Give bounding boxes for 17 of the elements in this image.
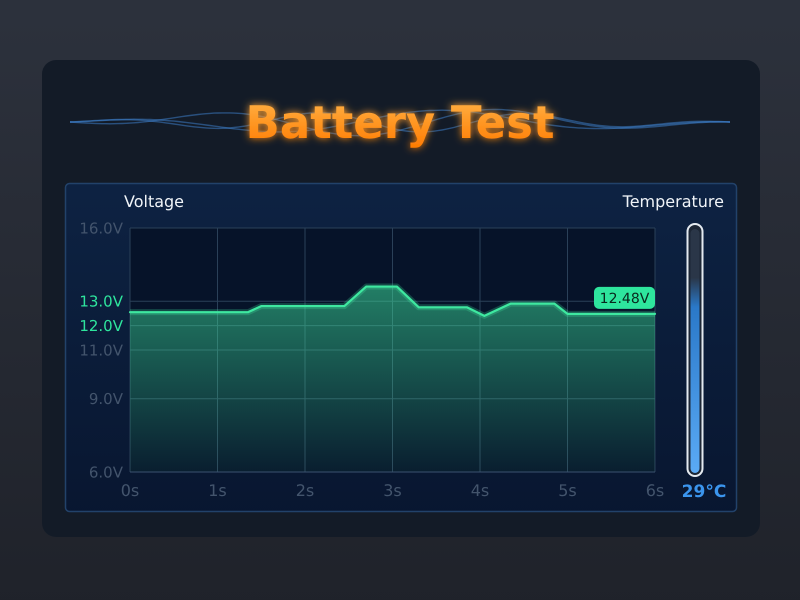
y-tick-label: 12.0V bbox=[79, 316, 124, 335]
x-tick-label: 1s bbox=[208, 481, 227, 500]
chart-title: Battery Test bbox=[246, 96, 554, 149]
x-tick-label: 0s bbox=[120, 481, 140, 500]
y-tick-label: 9.0V bbox=[88, 390, 124, 408]
annotation: 12.48V bbox=[600, 290, 650, 307]
x-tick-label: 2s bbox=[296, 481, 314, 500]
x-tick-label: 5s bbox=[558, 481, 577, 500]
text: 29°C bbox=[682, 482, 726, 502]
x-tick-label: 3s bbox=[383, 481, 402, 500]
y-axis-title: Voltage bbox=[124, 192, 184, 211]
y-tick-label: 6.0V bbox=[88, 463, 124, 482]
x-tick-label: 4s bbox=[470, 481, 490, 500]
text: Temperature bbox=[622, 192, 724, 211]
x-tick-label: 6s bbox=[646, 481, 664, 500]
y-tick-label: 11.0V bbox=[79, 341, 124, 360]
y-tick-label: 13.0V bbox=[79, 292, 124, 310]
